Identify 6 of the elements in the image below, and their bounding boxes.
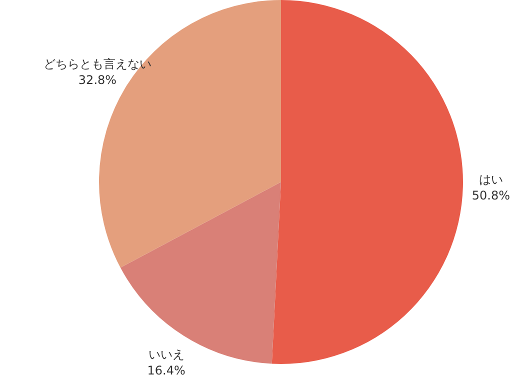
data-label: 50.8% — [472, 188, 510, 202]
data-label: 32.8% — [78, 72, 117, 87]
slice-label: はい — [478, 172, 503, 186]
data-label: 16.4% — [147, 364, 186, 378]
slice-label: どちらとも言えない — [43, 56, 152, 71]
slice-label: いいえ — [148, 348, 184, 362]
